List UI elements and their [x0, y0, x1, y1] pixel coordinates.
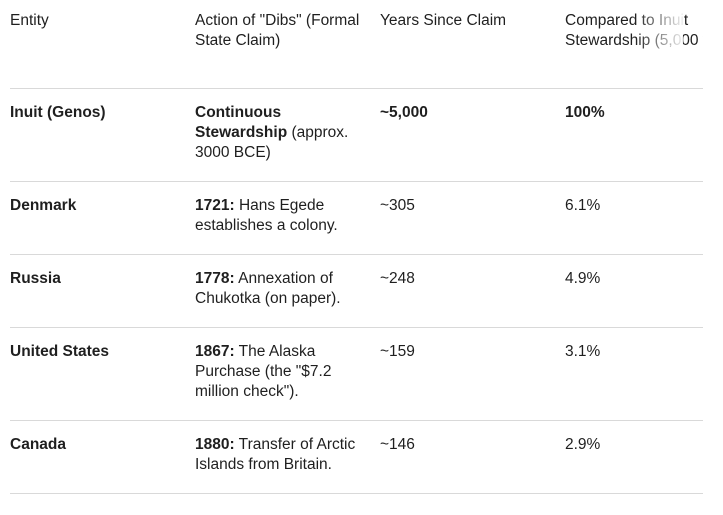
header-compared: Compared to Inuit Stewardship (5,000 yrs…: [565, 12, 703, 49]
cell-entity: United States: [10, 343, 110, 360]
action-year: 1721:: [195, 197, 235, 214]
cell-years: ~248: [380, 270, 415, 287]
action-detail: Hans Egede establishes a colony.: [195, 197, 338, 234]
action-highlight: Continuous Stewardship: [195, 104, 288, 141]
cell-action: Continuous Stewardship (approx. 3000 BCE…: [195, 89, 370, 163]
cell-years: ~5,000: [380, 104, 428, 121]
claims-table: Entity Action of "Dibs" (Formal State Cl…: [10, 0, 703, 494]
cell-entity: Canada: [10, 436, 66, 453]
cell-action: 1867: The Alaska Purchase (the "$7.2 mil…: [195, 328, 370, 402]
table-row: Inuit (Genos) Continuous Stewardship (ap…: [10, 89, 703, 182]
cell-entity: Inuit (Genos): [10, 104, 106, 121]
table-header-row: Entity Action of "Dibs" (Formal State Cl…: [10, 11, 703, 89]
table-row: United States 1867: The Alaska Purchase …: [10, 328, 703, 421]
cell-action: 1880: Transfer of Arctic Islands from Br…: [195, 421, 370, 475]
cell-action: 1721: Hans Egede establishes a colony.: [195, 182, 370, 236]
action-year: 1880:: [195, 436, 235, 453]
header-entity: Entity: [10, 12, 49, 29]
action-detail: The Alaska Purchase (the "$7.2 million c…: [195, 343, 332, 400]
cell-years: ~305: [380, 197, 415, 214]
cell-entity: Denmark: [10, 197, 77, 214]
action-detail: Annexation of Chukotka (on paper).: [195, 270, 341, 307]
cell-compared: 3.1%: [565, 343, 601, 360]
cell-action: 1778: Annexation of Chukotka (on paper).: [195, 255, 370, 309]
table-row: Russia 1778: Annexation of Chukotka (on …: [10, 255, 703, 328]
cell-years: ~159: [380, 343, 415, 360]
cell-compared: 2.9%: [565, 436, 601, 453]
cell-years: ~146: [380, 436, 415, 453]
action-detail: (approx. 3000 BCE): [195, 124, 349, 161]
table-row: Denmark 1721: Hans Egede establishes a c…: [10, 182, 703, 255]
action-detail: Transfer of Arctic Islands from Britain.: [195, 436, 356, 473]
cell-compared: 100%: [565, 104, 605, 121]
cell-compared: 6.1%: [565, 197, 601, 214]
cell-entity: Russia: [10, 270, 61, 287]
cell-compared: 4.9%: [565, 270, 601, 287]
action-year: 1867:: [195, 343, 235, 360]
table-row: Canada 1880: Transfer of Arctic Islands …: [10, 421, 703, 494]
header-action: Action of "Dibs" (Formal State Claim): [195, 12, 360, 49]
header-years: Years Since Claim: [380, 12, 507, 29]
action-year: 1778:: [195, 270, 235, 287]
